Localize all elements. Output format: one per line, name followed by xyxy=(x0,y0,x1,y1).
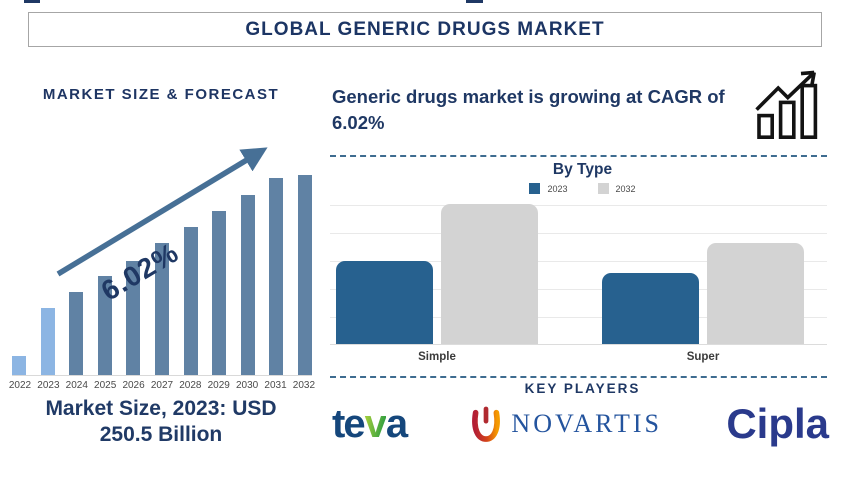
bytype-bar-super-2032 xyxy=(707,243,804,344)
bytype-chart xyxy=(330,204,827,345)
legend-swatch xyxy=(597,183,609,194)
top-dashed-edge xyxy=(0,0,850,3)
legend-item-2023: 2023 xyxy=(529,183,568,194)
forecast-bar-2030 xyxy=(240,195,255,375)
x-axis-label-2028: 2028 xyxy=(179,380,202,391)
forecast-bar-2025 xyxy=(97,276,112,375)
teva-text-prefix: te xyxy=(332,401,366,446)
x-axis-label-2022: 2022 xyxy=(8,380,32,391)
x-axis-label-2026: 2026 xyxy=(122,380,145,391)
forecast-bar-2023 xyxy=(40,308,55,375)
market-size-caption: Market Size, 2023: USD 250.5 Billion xyxy=(45,397,277,447)
x-axis-label-2031: 2031 xyxy=(264,380,287,391)
page-title: GLOBAL GENERIC DRUGS MARKET xyxy=(245,18,605,40)
bytype-title: By Type xyxy=(552,161,613,178)
bytype-group-simple xyxy=(336,204,538,344)
legend-item-2032: 2032 xyxy=(597,183,636,194)
teva-logo: te v a xyxy=(332,401,408,447)
x-axis-label-2024: 2024 xyxy=(65,380,88,391)
bytype-group-super xyxy=(602,243,804,344)
novartis-logo: NOVARTIS xyxy=(470,404,662,444)
legend-swatch xyxy=(529,183,541,194)
forecast-x-axis: 2022 2023 2024 2025 2026 2027 2028 2029 2030 2031… xyxy=(6,380,318,391)
cipla-logo: Cipla xyxy=(726,400,829,448)
bytype-category-label-simple: Simple xyxy=(418,351,456,363)
x-axis-label-2029: 2029 xyxy=(207,380,230,391)
dashed-separator-bottom xyxy=(330,376,827,378)
x-axis-label-2023: 2023 xyxy=(37,380,60,391)
cagr-headline: Generic drugs market is growing at CAGR … xyxy=(332,86,725,133)
novartis-flame-icon xyxy=(472,406,501,442)
x-axis-label-2030: 2030 xyxy=(236,380,259,391)
cipla-text: Cipla xyxy=(726,400,829,447)
forecast-bar-2032 xyxy=(297,175,312,375)
bytype-legend: 2023 2032 xyxy=(330,183,835,194)
market-size-heading: MARKET SIZE & FORECAST xyxy=(42,86,280,103)
teva-leaf-v: v xyxy=(364,401,387,446)
forecast-bar-2024 xyxy=(69,292,84,375)
x-axis-label-2032: 2032 xyxy=(292,380,316,391)
detail-panel: Generic drugs market is growing at CAGR … xyxy=(330,70,835,478)
bytype-bar-super-2023 xyxy=(602,273,699,344)
forecast-bar-2028 xyxy=(183,227,198,375)
legend-label: 2023 xyxy=(547,183,568,194)
title-banner: GLOBAL GENERIC DRUGS MARKET xyxy=(28,12,822,47)
teva-text-suffix: a xyxy=(385,401,408,446)
forecast-bar-2031 xyxy=(269,178,284,375)
x-axis-label-2025: 2025 xyxy=(94,380,117,391)
forecast-bar-2029 xyxy=(212,211,227,375)
growth-chart-icon xyxy=(755,70,818,139)
key-players-title: KEY PLAYERS xyxy=(524,381,641,396)
novartis-text: NOVARTIS xyxy=(511,409,662,438)
bytype-labels: Simple Super xyxy=(330,351,827,363)
legend-label: 2032 xyxy=(615,183,636,194)
forecast-chart: 6.02% xyxy=(12,146,312,376)
bytype-bar-simple-2023 xyxy=(336,261,433,344)
forecast-bar-2022 xyxy=(12,356,26,375)
market-size-panel: MARKET SIZE & FORECAST 6.02% 2022 2023 202… xyxy=(0,60,322,478)
x-axis-label-2027: 2027 xyxy=(150,380,174,391)
dashed-separator-top xyxy=(330,155,827,157)
bytype-bar-simple-2032 xyxy=(441,204,538,344)
bytype-category-label-super: Super xyxy=(686,351,720,363)
key-players-logos: te v a NOVARTIS Cipla xyxy=(330,394,829,454)
forecast-bar-2026 xyxy=(126,261,141,375)
